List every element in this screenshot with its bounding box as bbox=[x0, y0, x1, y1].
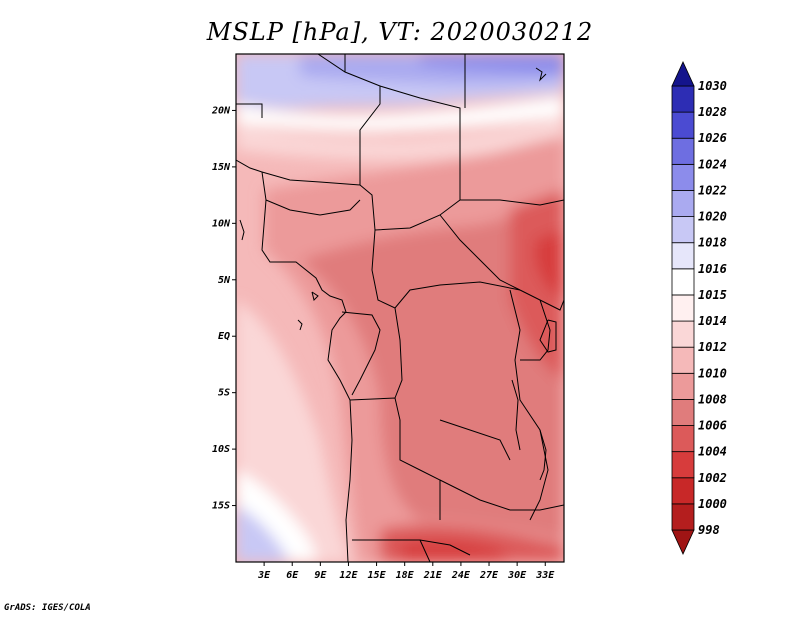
colorbar-label: 1006 bbox=[698, 419, 727, 433]
colorbar-label: 1002 bbox=[698, 471, 727, 485]
colorbar-label: 1000 bbox=[698, 497, 727, 511]
map-title: MSLP [hPa], VT: 2020030212 bbox=[206, 18, 594, 46]
lon-tick-label: 18E bbox=[396, 570, 415, 581]
colorbar-label: 1024 bbox=[698, 157, 727, 171]
lat-tick-label: 10S bbox=[212, 444, 230, 455]
map-frame bbox=[235, 53, 565, 563]
lat-tick-label: 5N bbox=[218, 275, 231, 286]
pressure-field bbox=[236, 54, 564, 562]
colorbar-swatch bbox=[671, 477, 695, 505]
colorbar-label: 1030 bbox=[698, 79, 727, 93]
colorbar-swatch bbox=[671, 320, 695, 348]
lat-tick-label: EQ bbox=[218, 331, 230, 342]
colorbar-swatch bbox=[671, 216, 695, 244]
colorbar-swatch bbox=[671, 61, 695, 87]
colorbar-swatch bbox=[671, 399, 695, 426]
colorbar-swatch bbox=[671, 451, 695, 479]
colorbar-swatch bbox=[671, 503, 695, 531]
latitude-axis: 20N 15N 10N 5N EQ 5S 10S 15S bbox=[211, 105, 236, 512]
colorbar-swatch bbox=[671, 268, 695, 296]
colorbar-swatch bbox=[671, 137, 695, 165]
colorbar-swatch bbox=[671, 425, 695, 453]
lon-tick-label: 33E bbox=[535, 570, 555, 581]
colorbar-swatch bbox=[671, 111, 695, 139]
lat-tick-label: 15N bbox=[212, 162, 231, 173]
colorbar-label: 1010 bbox=[698, 366, 727, 380]
colorbar-swatch bbox=[671, 190, 695, 217]
lat-tick-label: 5S bbox=[218, 388, 230, 399]
lon-tick-label: 30E bbox=[507, 570, 527, 581]
colorbar: 998 1000 1002 1004 1006 1008 1010 1012 1014 1015 1… bbox=[671, 61, 727, 555]
country-borders bbox=[236, 54, 564, 562]
colorbar-label: 1008 bbox=[698, 392, 727, 406]
lon-tick-label: 24E bbox=[451, 570, 471, 581]
lon-tick-label: 12E bbox=[339, 570, 358, 581]
colorbar-swatch bbox=[671, 85, 695, 113]
lon-tick-label: 27E bbox=[479, 570, 499, 581]
colorbar-label: 1004 bbox=[698, 445, 727, 459]
colorbar-swatch bbox=[671, 372, 695, 400]
longitude-axis: 3E 6E 9E 12E 15E 18E 21E 24E 27E 30E 33E bbox=[257, 562, 555, 581]
colorbar-swatch bbox=[671, 294, 695, 322]
colorbar-swatch bbox=[671, 529, 695, 555]
lon-tick-label: 6E bbox=[286, 570, 299, 581]
colorbar-label: 1026 bbox=[698, 131, 727, 145]
colorbar-label: 1018 bbox=[698, 236, 727, 250]
colorbar-label: 998 bbox=[698, 523, 720, 537]
lon-tick-label: 9E bbox=[314, 570, 327, 581]
lon-tick-label: 3E bbox=[257, 570, 271, 581]
colorbar-label: 1020 bbox=[698, 210, 727, 224]
colorbar-label: 1014 bbox=[698, 314, 727, 328]
grads-credit: GrADS: IGES/COLA bbox=[4, 603, 91, 613]
lat-tick-label: 20N bbox=[211, 105, 231, 116]
lon-tick-label: 15E bbox=[368, 570, 387, 581]
colorbar-label: 1022 bbox=[698, 183, 727, 197]
colorbar-label: 1028 bbox=[698, 105, 727, 119]
colorbar-swatch bbox=[671, 242, 695, 270]
lat-tick-label: 15S bbox=[212, 501, 230, 512]
lon-tick-label: 21E bbox=[423, 570, 443, 581]
colorbar-swatch bbox=[671, 346, 695, 374]
colorbar-label: 1015 bbox=[698, 288, 727, 302]
colorbar-label: 1012 bbox=[698, 340, 727, 354]
colorbar-label: 1016 bbox=[698, 262, 727, 276]
lat-tick-label: 10N bbox=[212, 218, 231, 229]
colorbar-swatch bbox=[671, 163, 695, 191]
